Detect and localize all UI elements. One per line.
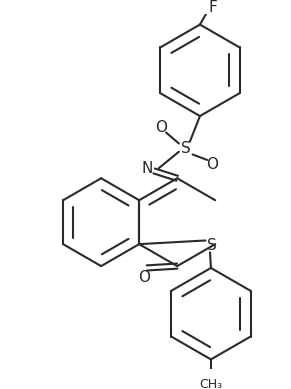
Text: S: S: [207, 238, 217, 252]
Text: N: N: [141, 161, 152, 176]
Text: CH₃: CH₃: [199, 378, 223, 389]
Text: S: S: [181, 142, 191, 156]
Text: F: F: [208, 0, 217, 15]
Text: O: O: [155, 121, 168, 135]
Text: O: O: [206, 157, 218, 172]
Text: O: O: [138, 270, 150, 285]
